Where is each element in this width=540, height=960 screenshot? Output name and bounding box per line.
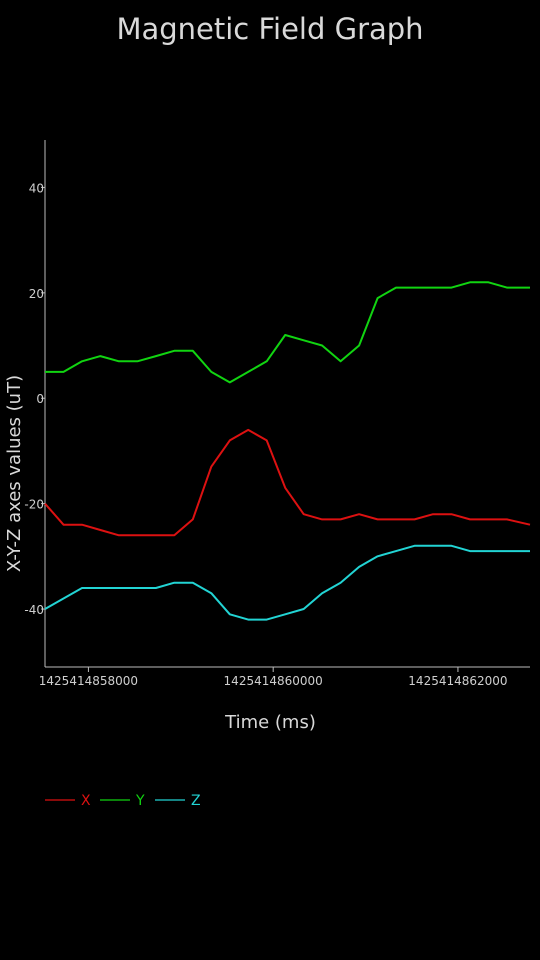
series-line-x	[44, 428, 531, 537]
y-tick-label: -20	[24, 498, 44, 512]
x-tick-label: 1425414858000	[39, 674, 138, 688]
x-axis-title: Time (ms)	[224, 712, 316, 733]
x-tick-label: 1425414862000	[408, 674, 507, 688]
y-tick-label: 0	[36, 392, 44, 406]
y-tick-label: 20	[29, 287, 44, 301]
y-axis-ticks: 40 20 0 -20 -40	[24, 181, 45, 617]
y-tick-label: -40	[24, 603, 44, 617]
series-lines	[44, 281, 531, 621]
x-tick-label: 1425414860000	[224, 674, 323, 688]
series-line-z	[44, 544, 530, 621]
legend: X Y Z	[45, 793, 201, 809]
legend-label-x: X	[81, 793, 91, 809]
page-title: Magnetic Field Graph	[116, 12, 424, 46]
axes	[44, 140, 530, 668]
y-axis-title: X-Y-Z axes values (uT)	[4, 375, 25, 572]
series-line-y	[45, 281, 530, 384]
x-axis-ticks: 1425414858000 1425414860000 1425414862000	[39, 667, 508, 688]
legend-label-z: Z	[191, 793, 201, 809]
y-tick-label: 40	[29, 181, 44, 195]
legend-label-y: Y	[135, 793, 145, 809]
